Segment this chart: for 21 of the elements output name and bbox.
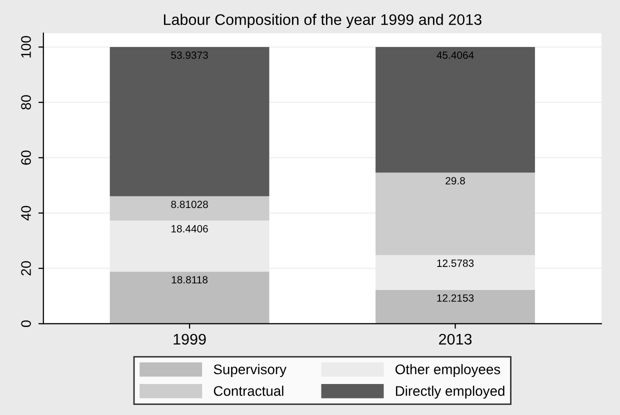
legend-label: Contractual (214, 386, 284, 396)
y-tick-label: 100 (21, 36, 31, 58)
legend-label: Supervisory (214, 364, 286, 378)
data-label: 8.81028 (171, 200, 208, 208)
legend-label: Other employees (396, 364, 500, 378)
data-label: 53.9373 (171, 51, 208, 59)
chart-title: Labour Composition of the year 1999 and 2013 (164, 14, 482, 28)
data-label: 18.4406 (172, 225, 208, 232)
data-label: 29.8 (446, 177, 465, 184)
y-tick-label: 0 (21, 320, 31, 328)
x-tick-label: 1999 (174, 334, 206, 345)
y-tick-label: 60 (21, 150, 31, 165)
legend-label: Directly employed (396, 386, 504, 399)
data-label: 12.5783 (437, 260, 474, 267)
y-tick-label: 40 (21, 206, 31, 220)
data-label: 18.8118 (172, 276, 208, 284)
data-label: 12.2153 (437, 294, 474, 302)
data-label: 45.4064 (436, 51, 474, 59)
y-tick-label: 20 (21, 261, 31, 276)
y-tick-label: 80 (21, 95, 31, 110)
x-tick-label: 2013 (439, 334, 472, 345)
